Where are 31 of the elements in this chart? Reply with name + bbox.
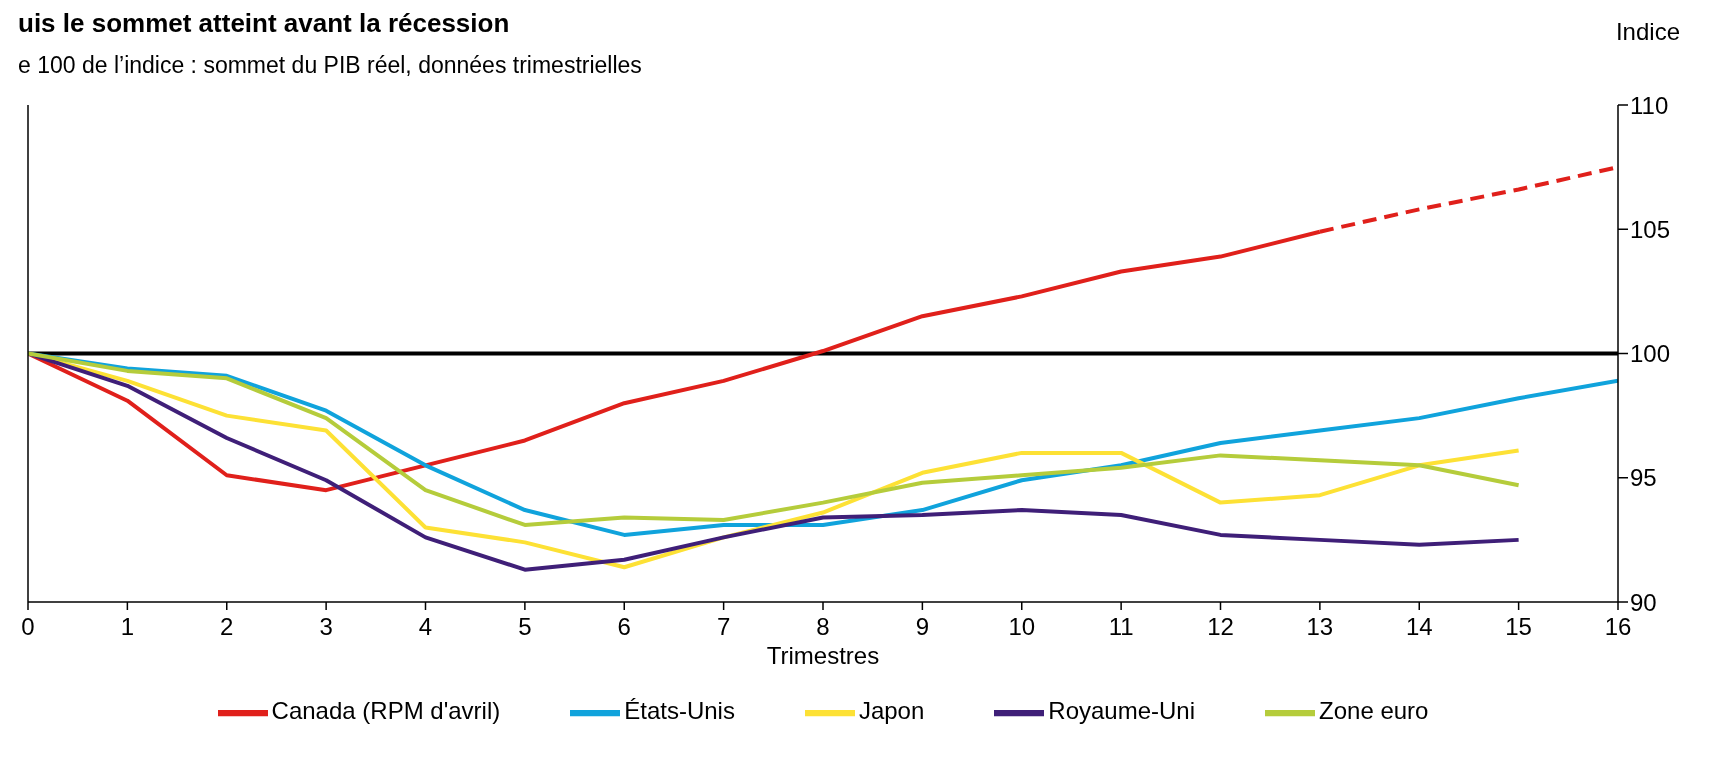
y-tick-label: 100 <box>1630 340 1671 368</box>
y-axis-title: Indice <box>1615 18 1680 46</box>
x-tick-label: 0 <box>21 613 35 641</box>
legend-label: Japon <box>858 697 925 725</box>
x-tick-label: 3 <box>319 613 333 641</box>
x-tick-label: 9 <box>915 613 930 641</box>
chart-subtitle: e 100 de l’indice : sommet du PIB réel, données trimestrielles <box>18 52 642 79</box>
x-tick-label: 8 <box>816 613 830 641</box>
y-tick-label: 95 <box>1630 464 1657 492</box>
legend-label: États-Unis <box>624 697 735 725</box>
x-tick-label: 6 <box>617 613 631 641</box>
y-tick-label: 105 <box>1630 215 1671 243</box>
y-tick-label: 90 <box>1630 588 1657 616</box>
x-tick-label: 1 <box>120 613 135 641</box>
x-axis-title: Trimestres <box>766 642 880 669</box>
x-tick-label: 7 <box>716 613 731 641</box>
legend-label: Canada (RPM d'avril) <box>271 697 501 725</box>
x-tick-label: 15 <box>1505 613 1532 641</box>
x-tick-label: 4 <box>418 613 433 641</box>
x-tick-label: 2 <box>220 613 234 641</box>
x-tick-label: 16 <box>1604 613 1632 641</box>
chart-title: uis le sommet atteint avant la récession <box>18 8 510 39</box>
y-tick-label: 110 <box>1630 91 1669 119</box>
legend-label: Zone euro <box>1319 697 1429 725</box>
x-tick-label: 5 <box>518 613 532 641</box>
x-tick-label: 10 <box>1008 613 1036 641</box>
x-tick-label: 14 <box>1405 613 1433 641</box>
legend-label: Royaume-Uni <box>1048 697 1196 725</box>
x-tick-label: 12 <box>1207 613 1234 641</box>
x-tick-label: 13 <box>1306 613 1334 641</box>
x-tick-label: 11 <box>1108 613 1134 641</box>
